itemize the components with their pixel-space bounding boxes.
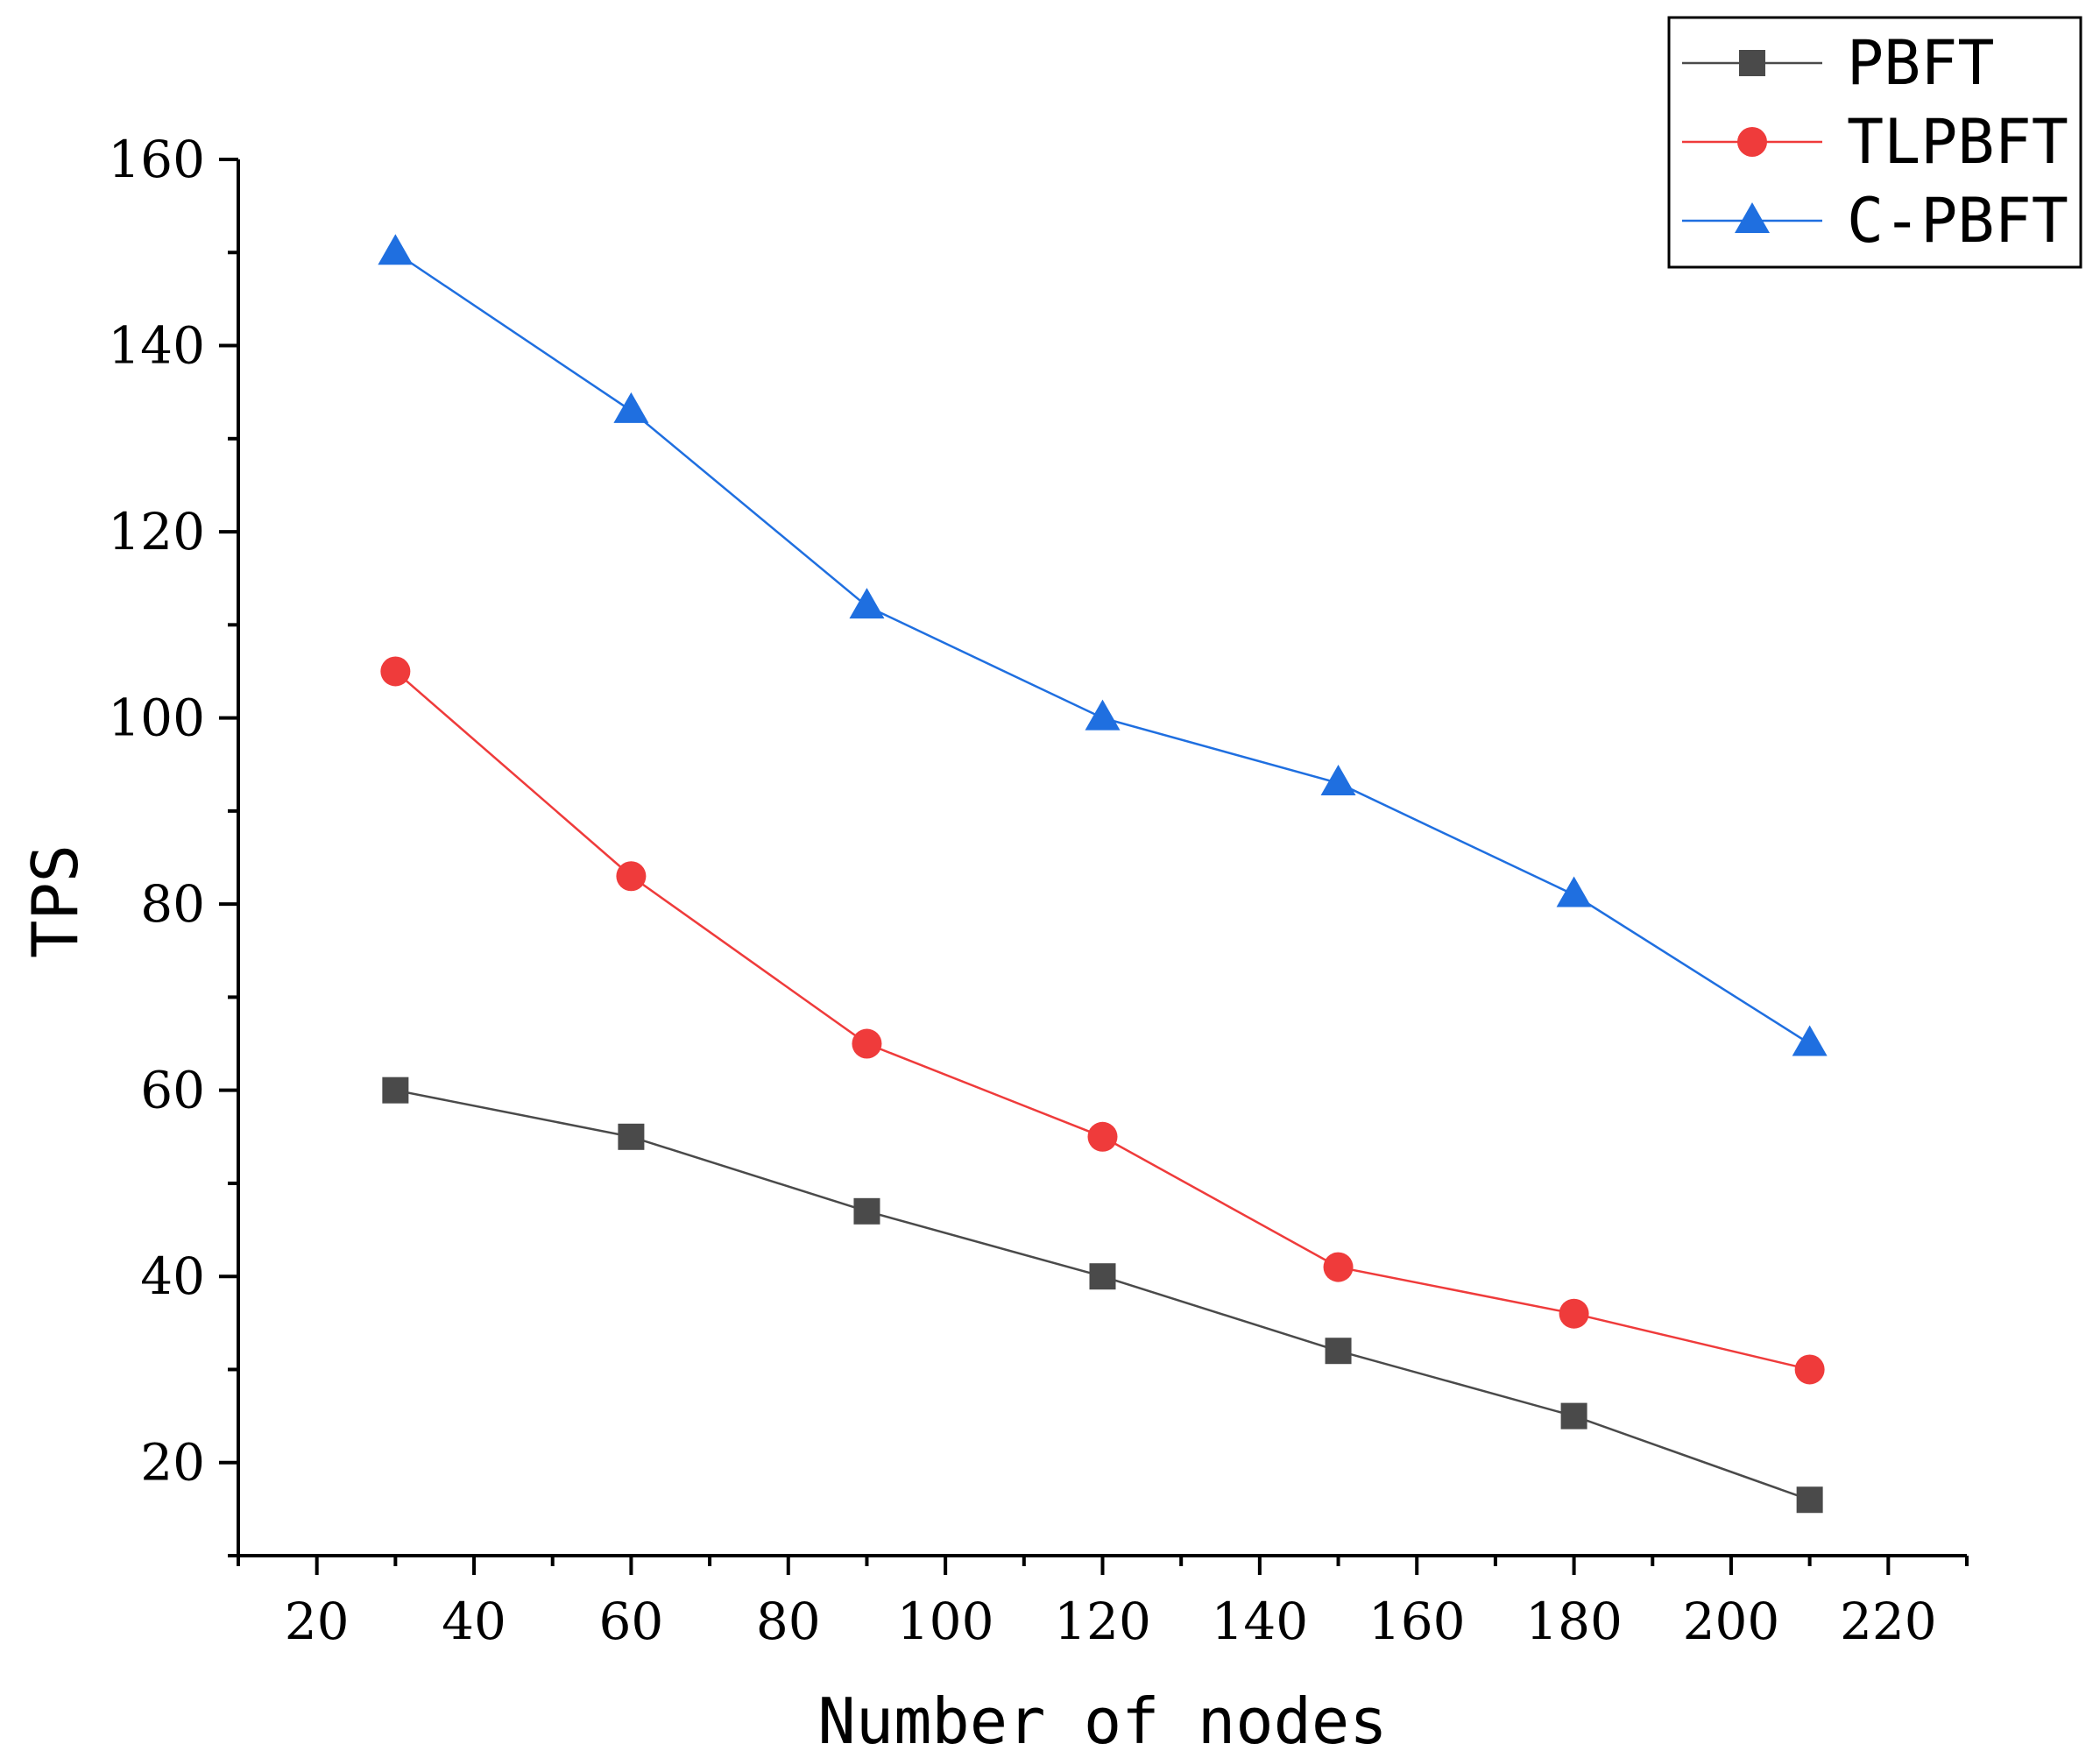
- series-tlpbft: [380, 656, 1825, 1385]
- data-point-c-pbft: [613, 392, 649, 423]
- x-tick-label: 80: [756, 1592, 821, 1651]
- data-point-c-pbft: [1556, 876, 1592, 907]
- data-point-tlpbft: [1087, 1121, 1118, 1152]
- legend-item-tlpbft: TLPBFT: [1682, 106, 2068, 178]
- y-tick-label: 120: [108, 502, 205, 561]
- x-tick-label: 60: [599, 1592, 664, 1651]
- x-tick-label: 20: [285, 1592, 350, 1651]
- data-point-pbft: [853, 1197, 880, 1225]
- legend-marker-pbft: [1739, 50, 1765, 76]
- data-point-c-pbft: [378, 234, 414, 265]
- data-point-pbft: [1796, 1486, 1823, 1514]
- legend-marker-c-pbft: [1735, 202, 1770, 233]
- y-tick-label: 100: [108, 688, 205, 748]
- x-tick-label: 220: [1840, 1592, 1937, 1651]
- data-point-tlpbft: [1794, 1354, 1825, 1385]
- y-tick-label: 60: [140, 1061, 205, 1120]
- legend-label-c-pbft: C-PBFT: [1847, 185, 2068, 257]
- x-tick-label: 120: [1054, 1592, 1151, 1651]
- data-point-c-pbft: [1792, 1025, 1828, 1056]
- data-point-pbft: [382, 1077, 409, 1104]
- y-axis-title: TPS: [18, 844, 92, 958]
- data-point-tlpbft: [852, 1028, 882, 1059]
- series-layer: [378, 234, 1828, 1514]
- series-c-pbft: [378, 234, 1828, 1056]
- y-tick-label: 20: [140, 1433, 205, 1493]
- x-axis-title: Number of nodes: [817, 1684, 1387, 1758]
- y-tick-label: 80: [140, 874, 205, 934]
- series-pbft: [382, 1077, 1823, 1514]
- legend-item-pbft: PBFT: [1682, 27, 1995, 99]
- y-tick-label: 40: [140, 1246, 205, 1306]
- data-point-tlpbft: [616, 861, 647, 892]
- data-point-tlpbft: [380, 656, 411, 687]
- x-tick-label: 180: [1525, 1592, 1623, 1651]
- data-point-pbft: [1089, 1263, 1116, 1290]
- data-point-c-pbft: [849, 588, 885, 619]
- data-point-c-pbft: [1085, 699, 1121, 731]
- y-tick-label: 140: [108, 316, 205, 376]
- data-point-pbft: [1325, 1338, 1352, 1365]
- data-point-c-pbft: [1320, 764, 1356, 795]
- legend-label-pbft: PBFT: [1847, 27, 1995, 99]
- data-point-tlpbft: [1559, 1298, 1589, 1329]
- x-tick-label: 140: [1212, 1592, 1309, 1651]
- x-tick-label: 160: [1368, 1592, 1466, 1651]
- x-tick-label: 200: [1683, 1592, 1780, 1651]
- data-point-tlpbft: [1323, 1252, 1354, 1282]
- axes: 20 40 60 80 100 120 140 160 20 40 60 80 100 120 140 160…: [108, 130, 1969, 1651]
- y-tick-label: 160: [108, 130, 205, 189]
- data-point-pbft: [1560, 1402, 1587, 1430]
- legend-label-tlpbft: TLPBFT: [1847, 106, 2068, 178]
- x-tick-label: 100: [897, 1592, 994, 1651]
- x-tick-label: 40: [442, 1592, 506, 1651]
- data-point-pbft: [618, 1123, 645, 1150]
- legend-marker-tlpbft: [1737, 127, 1767, 157]
- legend-item-c-pbft: C-PBFT: [1682, 185, 2068, 257]
